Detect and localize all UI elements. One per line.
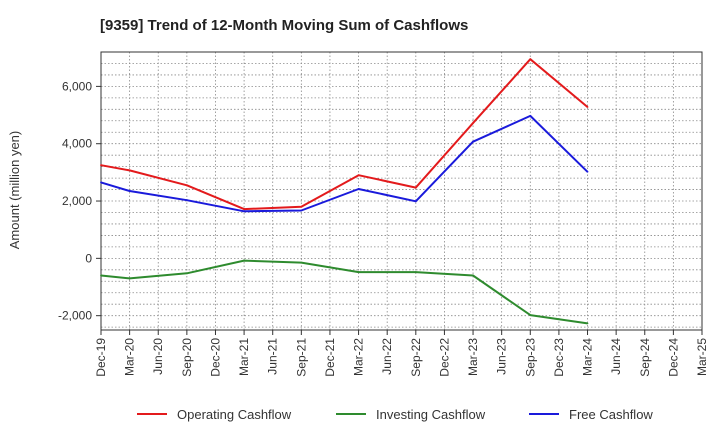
data-point [357,174,360,177]
legend: Operating Cashflow Investing Cashflow Free… [137,407,653,422]
data-point [357,271,360,273]
data-point [128,169,131,172]
data-point [300,261,303,264]
data-point [529,314,532,316]
data-point [100,274,102,277]
data-point [186,272,188,275]
x-tick-label: Mar-20 [123,338,137,376]
data-point [529,115,532,117]
x-tick-label: Sep-20 [180,338,194,377]
x-tick-label: Jun-20 [151,338,165,375]
data-point [300,209,303,212]
data-point [414,200,417,203]
series-line [100,259,588,325]
data-point [586,170,589,173]
data-point [186,199,188,202]
plot-background [101,52,702,330]
data-point [243,208,246,211]
chart-title: [9359] Trend of 12-Month Moving Sum of C… [100,17,468,34]
data-point [300,205,303,208]
series-line [100,58,589,211]
data-point [243,210,246,213]
x-tick-label: Jun-21 [266,338,280,375]
data-point [472,274,474,277]
x-tick-label: Sep-23 [523,338,537,377]
x-tick-label: Mar-21 [237,338,251,376]
y-tick-label: 4,000 [62,137,92,151]
y-tick-label: 6,000 [62,79,92,93]
data-point [357,188,360,190]
data-point [186,184,188,187]
data-point [529,58,532,61]
data-point [243,259,246,262]
x-tick-label: Mar-22 [352,338,366,376]
x-tick-label: Dec-21 [323,338,337,377]
y-tick-label: -2,000 [58,309,92,323]
series-line [100,114,589,213]
x-tick-label: Sep-24 [638,338,652,377]
data-point [586,322,589,325]
data-point [472,122,474,124]
x-tick-label: Dec-20 [208,338,222,377]
x-tick-label: Dec-23 [552,338,566,377]
data-point [586,106,589,108]
data-point [100,164,102,167]
y-tick-label: 2,000 [62,194,92,208]
x-tick-label: Jun-22 [380,338,394,375]
data-point [414,271,417,273]
x-tick-label: Jun-24 [609,338,623,375]
plot-frame [100,51,703,331]
data-point [128,190,131,192]
x-tick-label: Sep-22 [409,338,423,377]
x-tick-label: Dec-24 [666,338,680,377]
legend-label: Investing Cashflow [376,407,486,422]
x-tick-label: Dec-19 [94,338,108,377]
legend-label: Operating Cashflow [177,407,292,422]
data-point [100,181,102,184]
x-tick-label: Sep-21 [294,338,308,377]
x-tick-label: Mar-24 [581,338,595,376]
x-tick-label: Mar-23 [466,338,480,376]
data-point [128,277,131,280]
data-point [414,186,417,189]
x-tick-label: Jun-23 [495,338,509,375]
legend-label: Free Cashflow [569,407,653,422]
x-tick-label: Dec-22 [437,338,451,377]
x-tick-label: Mar-25 [695,338,709,376]
y-axis-label: Amount (million yen) [7,131,22,250]
y-tick-label: 0 [85,251,92,265]
data-point [472,140,474,143]
plot-area: -2,000 0 2,000 4,000 6,000 Dec-19 Mar-20 Jun-20… [58,51,709,377]
